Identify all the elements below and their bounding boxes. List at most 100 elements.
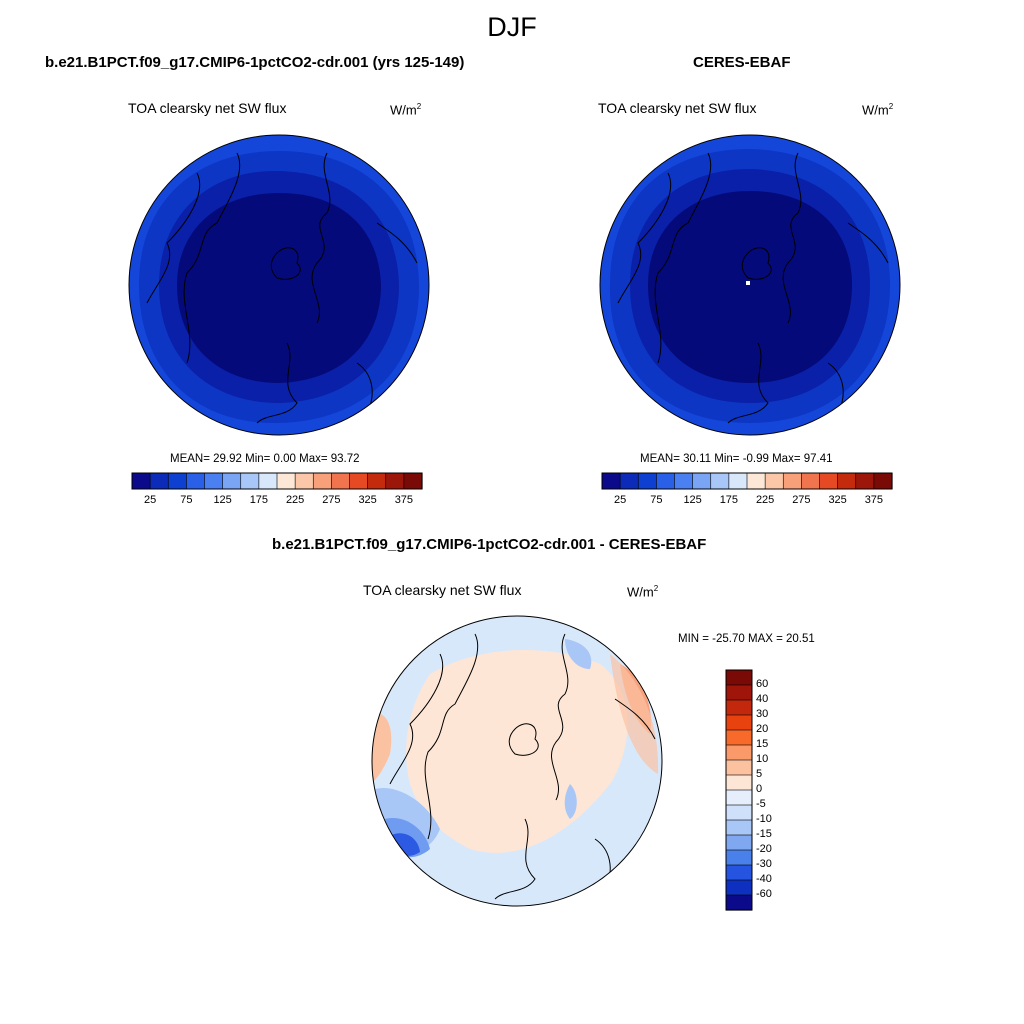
colorbar1-cell [331,472,351,490]
colorbar1-cell [149,472,169,490]
colorbar1-cell [294,472,314,490]
colorbar1-cell [349,472,369,490]
colorbar2-cell [782,472,802,490]
colorbar3-cell [725,789,753,806]
colorbar3-cell [725,714,753,731]
colorbar1-tick-label: 375 [394,494,414,506]
panel1-colorbar-cells [131,472,423,490]
colorbar2-cell [746,472,766,490]
panel3-coastlines [389,633,656,900]
colorbar2-cell [692,472,712,490]
colorbar2-cell [674,472,694,490]
colorbar3-cell [725,669,753,686]
colorbar1-tick-label: 25 [144,494,157,506]
colorbar1-cell [222,472,242,490]
colorbar2-cell [855,472,875,490]
colorbar2-tick-label: 275 [792,494,811,506]
colorbar3-cell [725,849,753,866]
panel2-stats: MEAN= 30.11 Min= -0.99 Max= 97.41 [640,453,833,465]
colorbar2-tick-label: 375 [864,494,884,506]
colorbar1-tick-label: 325 [358,494,377,506]
colorbar1-cell [240,472,260,490]
panel1-units: W/m2 [390,102,422,118]
panel3-variable-label: TOA clearsky net SW flux [363,582,522,598]
colorbar3-cell [725,684,753,701]
colorbar2-cell [728,472,748,490]
colorbar3-tick-label: -60 [756,888,772,900]
panel3-colorbar-cells [725,669,753,911]
colorbar3-cell [725,894,753,911]
colorbar3-tick-label: -30 [756,858,772,870]
colorbar2-cell [764,472,784,490]
colorbar3-cell [725,819,753,836]
colorbar2-cell [819,472,839,490]
panel2-field-core [648,191,852,383]
colorbar2-cell [837,472,857,490]
colorbar2-tick-label: 225 [755,494,775,506]
colorbar1-tick-label: 225 [285,494,305,506]
colorbar2-cell [873,472,893,490]
colorbar2-cell [619,472,639,490]
colorbar3-tick-label: 5 [756,768,763,780]
colorbar2-cell [710,472,730,490]
panel1-variable-label: TOA clearsky net SW flux [128,100,287,116]
colorbar3-tick-label: -20 [756,843,772,855]
colorbar1-cell [258,472,278,490]
colorbar3-tick-label: -40 [756,873,772,885]
colorbar1-cell [204,472,224,490]
panel3-polar-map [371,615,663,907]
panel3-title: b.e21.B1PCT.f09_g17.CMIP6-1pctCO2-cdr.00… [272,536,707,553]
panel3-field-negative-right [564,784,577,819]
colorbar3-tick-label: -15 [756,828,772,840]
colorbar1-tick-label: 275 [322,494,341,506]
panel1-coastlines [146,152,418,424]
colorbar1-cell [186,472,206,490]
colorbar3-cell [725,744,753,761]
colorbar2-cell [801,472,821,490]
colorbar2-tick-label: 75 [650,494,663,506]
colorbar3-tick-label: 30 [756,708,769,720]
panel1-field-core [177,193,381,383]
colorbar3-cell [725,879,753,896]
colorbar3-cell [725,804,753,821]
panel1-title: b.e21.B1PCT.f09_g17.CMIP6-1pctCO2-cdr.00… [45,54,465,71]
panel3-field-negative-top [565,639,592,669]
panel3-field-positive-right-2 [610,654,659,774]
colorbar1-cell [312,472,332,490]
colorbar1-tick-label: 175 [249,494,269,506]
colorbar3-cell [725,729,753,746]
colorbar2-tick-label: 125 [683,494,702,506]
colorbar3-tick-label: 15 [756,738,769,750]
panel2-colorbar-cells [601,472,893,490]
colorbar3-tick-label: 20 [756,723,769,735]
colorbar3-cell [725,759,753,776]
colorbar1-tick-label: 75 [180,494,193,506]
colorbar1-cell [276,472,296,490]
panel3-stats: MIN = -25.70 MAX = 20.51 [678,633,815,645]
panel2-pole-missing [746,281,750,285]
panel1-stats: MEAN= 29.92 Min= 0.00 Max= 93.72 [170,453,360,465]
colorbar1-cell [385,472,405,490]
colorbar1-cell [403,472,423,490]
panel2-coastlines [617,152,889,424]
colorbar3-tick-label: 40 [756,693,769,705]
panel2-title: CERES-EBAF [693,54,791,71]
colorbar2-cell [656,472,676,490]
panel2-variable-label: TOA clearsky net SW flux [598,100,757,116]
colorbar2-cell [637,472,657,490]
colorbar1-cell [131,472,151,490]
panel2-units: W/m2 [862,102,894,118]
colorbar2-tick-label: 175 [719,494,739,506]
colorbar2-cell [601,472,621,490]
panel1-polar-map [128,134,430,436]
colorbar3-tick-label: -10 [756,813,772,825]
colorbar1-cell [367,472,387,490]
colorbar3-tick-label: -5 [756,798,766,810]
colorbar3-tick-label: 0 [756,783,763,795]
colorbar3-tick-label: 60 [756,678,769,690]
panel3-colorbar [725,669,753,911]
colorbar3-tick-label: 10 [756,753,769,765]
colorbar3-cell [725,699,753,716]
colorbar1-tick-label: 125 [213,494,232,506]
panel2-colorbar [601,472,893,490]
